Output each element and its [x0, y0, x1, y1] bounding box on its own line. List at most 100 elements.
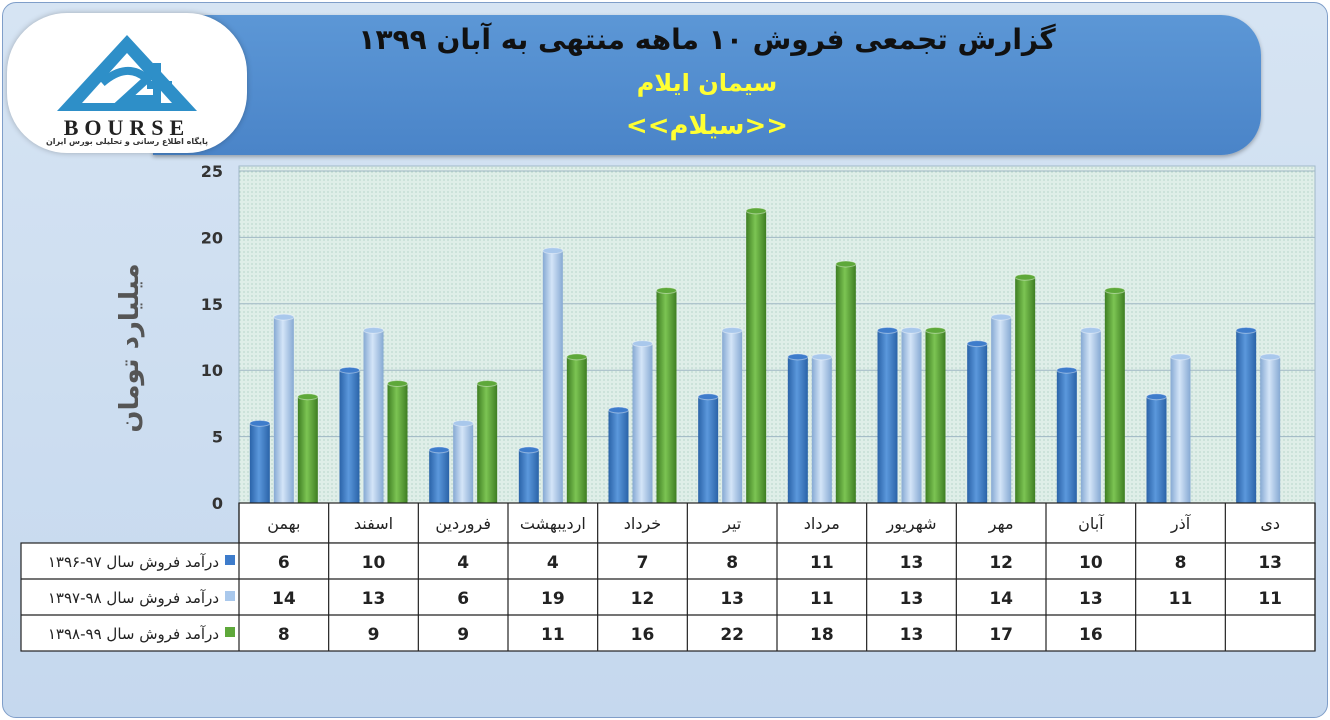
- chart-title: گزارش تجمعی فروش ۱۰ ماهه منتهی به آبان ۱…: [358, 23, 1056, 56]
- y-tick-label: 0: [212, 494, 223, 513]
- data-label: 16: [631, 625, 655, 645]
- data-label: 10: [362, 553, 386, 573]
- title-banner: [153, 15, 1261, 155]
- y-tick-label: 15: [201, 295, 223, 314]
- data-label: 7: [637, 553, 649, 573]
- data-label: 8: [726, 553, 738, 573]
- x-tick-label: بهمن: [267, 514, 300, 534]
- bar: [1146, 393, 1167, 503]
- bar: [1014, 273, 1036, 503]
- data-label: 11: [1169, 589, 1193, 609]
- x-tick-label: شهریور: [885, 514, 936, 534]
- bar: [363, 326, 384, 503]
- data-label: 11: [1258, 589, 1282, 609]
- data-label: 4: [547, 553, 559, 573]
- bar: [1080, 326, 1102, 503]
- data-label: 12: [631, 589, 655, 609]
- bar: [835, 260, 857, 503]
- data-label: 13: [1079, 589, 1103, 609]
- table-body: [20, 542, 1316, 652]
- data-label: 8: [1175, 553, 1187, 573]
- company-symbol: <<سیلام>>: [625, 111, 789, 141]
- data-label: 13: [900, 625, 924, 645]
- data-label: 13: [900, 553, 924, 573]
- x-tick-label: تیر: [722, 514, 741, 534]
- bar: [745, 207, 767, 503]
- x-tick-label: مرداد: [804, 514, 840, 534]
- bar: [811, 353, 833, 503]
- data-label: 11: [810, 589, 834, 609]
- data-label: 9: [368, 625, 380, 645]
- bar: [656, 287, 677, 503]
- y-tick-label: 25: [201, 162, 223, 181]
- y-tick-label: 10: [201, 361, 223, 380]
- data-label: 13: [720, 589, 744, 609]
- bar: [387, 379, 408, 503]
- data-label: 12: [989, 553, 1013, 573]
- bar: [608, 406, 629, 503]
- data-label: 6: [457, 589, 469, 609]
- bar: [925, 326, 946, 503]
- logo-mark-icon: [57, 35, 197, 111]
- data-label: 13: [362, 589, 386, 609]
- y-axis-label: میلیارد تومان: [115, 263, 145, 432]
- plot-area: [238, 165, 1316, 504]
- bar: [452, 419, 474, 503]
- data-label: 8: [278, 625, 290, 645]
- legend-swatch: [225, 627, 235, 637]
- data-label: 6: [278, 553, 290, 573]
- data-label: 4: [457, 553, 469, 573]
- data-label: 11: [810, 553, 834, 573]
- x-tick-label: آبان: [1078, 514, 1105, 533]
- bar: [1056, 366, 1078, 503]
- bar: [1170, 353, 1191, 503]
- bar: [697, 393, 719, 503]
- data-label: 9: [457, 625, 469, 645]
- x-tick-label: خرداد: [624, 514, 661, 534]
- bar: [966, 340, 988, 503]
- y-axis: 0 5 10 15 20 25: [201, 162, 223, 513]
- company-name: سیمان ایلام: [636, 69, 778, 97]
- data-label: 18: [810, 625, 834, 645]
- x-tick-label: مهر: [988, 514, 1014, 534]
- data-label: 17: [989, 625, 1013, 645]
- y-tick-label: 5: [212, 428, 223, 447]
- x-tick-label: آذر: [1170, 514, 1192, 534]
- bar: [339, 366, 360, 503]
- data-label: 14: [989, 589, 1013, 609]
- data-label: 16: [1079, 625, 1103, 645]
- bar: [787, 353, 809, 503]
- bar-chart: 0 5 10 15 20 25 بهمن اسفند فروردین اردیبهشت خرداد…: [20, 162, 1316, 652]
- x-tick-label: اسفند: [354, 514, 393, 533]
- data-label: 13: [1258, 553, 1282, 573]
- bar: [476, 379, 498, 503]
- bar: [297, 393, 319, 503]
- logo-text: BOURSE: [63, 115, 191, 140]
- legend-entry: درآمد فروش سال ۹۹-۱۳۹۸: [48, 625, 219, 643]
- data-label: 11: [541, 625, 565, 645]
- bar: [249, 419, 271, 503]
- bar: [542, 247, 564, 503]
- bar: [1235, 326, 1257, 503]
- bar: [518, 446, 540, 503]
- bourse-logo: BOURSE پایگاه اطلاع رسانی و تحلیلی بورس …: [7, 13, 247, 153]
- legend-swatch: [225, 555, 235, 565]
- legend-entry: درآمد فروش سال ۹۸-۱۳۹۷: [48, 589, 219, 607]
- legend-entry: درآمد فروش سال ۹۷-۱۳۹۶: [48, 553, 219, 571]
- bar: [273, 313, 295, 503]
- bar: [901, 326, 922, 503]
- data-label: 10: [1079, 553, 1103, 573]
- bar: [1259, 353, 1281, 503]
- data-label: 14: [272, 589, 296, 609]
- x-tick-label: اردیبهشت: [520, 514, 586, 534]
- bar: [566, 353, 588, 503]
- legend-swatch: [225, 591, 235, 601]
- data-table: بهمن اسفند فروردین اردیبهشت خرداد تیر مرداد شهر…: [20, 502, 1316, 652]
- bar: [1104, 287, 1126, 503]
- logo-subtitle: پایگاه اطلاع رسانی و تحلیلی بورس ایران: [45, 137, 209, 146]
- bar: [428, 446, 450, 503]
- data-label: 13: [900, 589, 924, 609]
- data-label: 22: [720, 625, 744, 645]
- y-tick-label: 20: [201, 228, 223, 247]
